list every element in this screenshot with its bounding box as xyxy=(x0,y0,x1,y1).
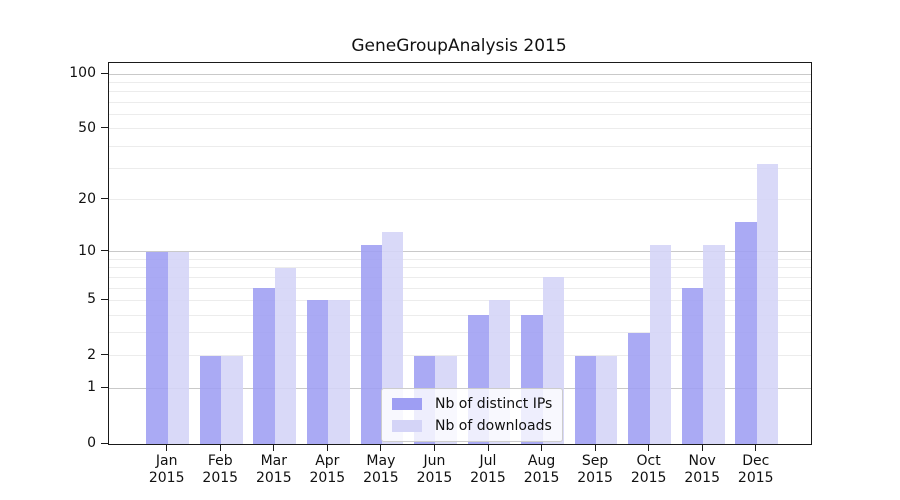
gridline-9 xyxy=(109,258,811,260)
bar-downloads-sep xyxy=(596,355,618,444)
x-tick-mark-sep xyxy=(594,444,596,451)
bar-downloads-oct xyxy=(649,244,672,444)
x-tick-mark-dec xyxy=(755,444,757,451)
x-tick-mark-oct xyxy=(648,444,650,451)
gridline-2 xyxy=(109,355,811,357)
bar-distinct-ips-feb xyxy=(199,355,222,444)
x-tick-label-mar: Mar 2015 xyxy=(255,453,292,486)
legend-swatch-distinct-ips xyxy=(392,398,422,410)
y-tick-mark-20 xyxy=(101,198,108,200)
gridline-20 xyxy=(109,199,811,201)
plot-area: Nb of distinct IPs Nb of downloads xyxy=(108,62,812,445)
legend: Nb of distinct IPs Nb of downloads xyxy=(381,388,564,442)
y-tick-mark-1 xyxy=(101,386,108,388)
gridline-3 xyxy=(109,332,811,334)
legend-label-distinct-ips: Nb of distinct IPs xyxy=(435,396,553,412)
gridline-4 xyxy=(109,314,811,316)
gridline-80 xyxy=(109,91,811,93)
bar-distinct-ips-oct xyxy=(628,332,650,444)
legend-entry-distinct-ips: Nb of distinct IPs xyxy=(392,396,552,412)
x-tick-label-sep: Sep 2015 xyxy=(577,453,613,486)
bar-distinct-ips-mar xyxy=(253,288,275,444)
x-tick-mark-nov xyxy=(701,444,703,451)
x-tick-label-feb: Feb 2015 xyxy=(202,453,239,486)
x-tick-label-nov: Nov 2015 xyxy=(684,453,720,486)
legend-swatch-downloads xyxy=(392,420,422,432)
bar-distinct-ips-dec xyxy=(735,221,757,444)
gridline-60 xyxy=(109,114,811,115)
x-tick-mark-jun xyxy=(433,444,435,451)
bar-distinct-ips-jan xyxy=(146,251,168,444)
legend-entry-downloads: Nb of downloads xyxy=(392,418,552,434)
x-tick-mark-jan xyxy=(166,444,168,451)
bar-distinct-ips-sep xyxy=(574,355,597,444)
bar-distinct-ips-nov xyxy=(681,288,704,444)
gridline-8 xyxy=(109,267,811,269)
bar-downloads-feb xyxy=(221,355,243,444)
bar-downloads-nov xyxy=(703,244,725,444)
gridline-5 xyxy=(109,299,811,301)
y-tick-label-5: 5 xyxy=(87,291,96,308)
gridline-40 xyxy=(109,145,811,147)
bar-distinct-ips-may xyxy=(360,244,382,444)
gridline-90 xyxy=(109,81,811,83)
bar-downloads-dec xyxy=(756,163,779,444)
y-tick-mark-0 xyxy=(101,442,108,444)
chart-title: GeneGroupAnalysis 2015 xyxy=(351,36,567,56)
bar-downloads-apr xyxy=(328,300,350,444)
x-tick-label-jun: Jun 2015 xyxy=(416,453,453,486)
x-tick-label-dec: Dec 2015 xyxy=(737,453,774,486)
x-tick-mark-aug xyxy=(541,444,543,451)
gridline-70 xyxy=(109,101,811,103)
gridline-10 xyxy=(109,251,811,253)
y-tick-label-50: 50 xyxy=(78,119,96,136)
y-tick-label-0: 0 xyxy=(87,435,96,451)
y-tick-label-1: 1 xyxy=(87,379,96,396)
x-tick-label-jan: Jan 2015 xyxy=(148,453,185,486)
y-tick-mark-100 xyxy=(101,72,108,74)
y-tick-label-20: 20 xyxy=(78,190,96,207)
x-tick-mark-apr xyxy=(326,444,328,451)
legend-label-downloads: Nb of downloads xyxy=(435,418,552,434)
x-tick-label-apr: Apr 2015 xyxy=(309,453,346,486)
y-tick-mark-10 xyxy=(101,250,108,252)
x-tick-mark-may xyxy=(380,444,382,451)
y-tick-mark-50 xyxy=(101,127,108,129)
bar-distinct-ips-apr xyxy=(306,300,329,444)
x-tick-label-oct: Oct 2015 xyxy=(630,453,667,486)
bar-downloads-jan xyxy=(167,251,190,444)
x-tick-label-aug: Aug 2015 xyxy=(523,453,560,486)
gridline-7 xyxy=(109,276,811,278)
gridline-30 xyxy=(109,168,811,170)
x-tick-mark-feb xyxy=(219,444,221,451)
y-tick-label-100: 100 xyxy=(69,65,96,82)
gridline-50 xyxy=(109,128,811,130)
gridline-6 xyxy=(109,287,811,289)
x-tick-label-jul: Jul 2015 xyxy=(470,453,506,486)
x-tick-label-may: May 2015 xyxy=(363,453,399,486)
y-tick-label-10: 10 xyxy=(78,242,96,259)
x-tick-mark-jul xyxy=(487,444,489,451)
bar-downloads-mar xyxy=(274,267,297,444)
x-tick-mark-mar xyxy=(273,444,275,451)
y-tick-mark-5 xyxy=(101,298,108,300)
y-tick-label-2: 2 xyxy=(87,346,96,363)
y-tick-mark-2 xyxy=(101,354,108,356)
gridline-100 xyxy=(109,73,811,75)
